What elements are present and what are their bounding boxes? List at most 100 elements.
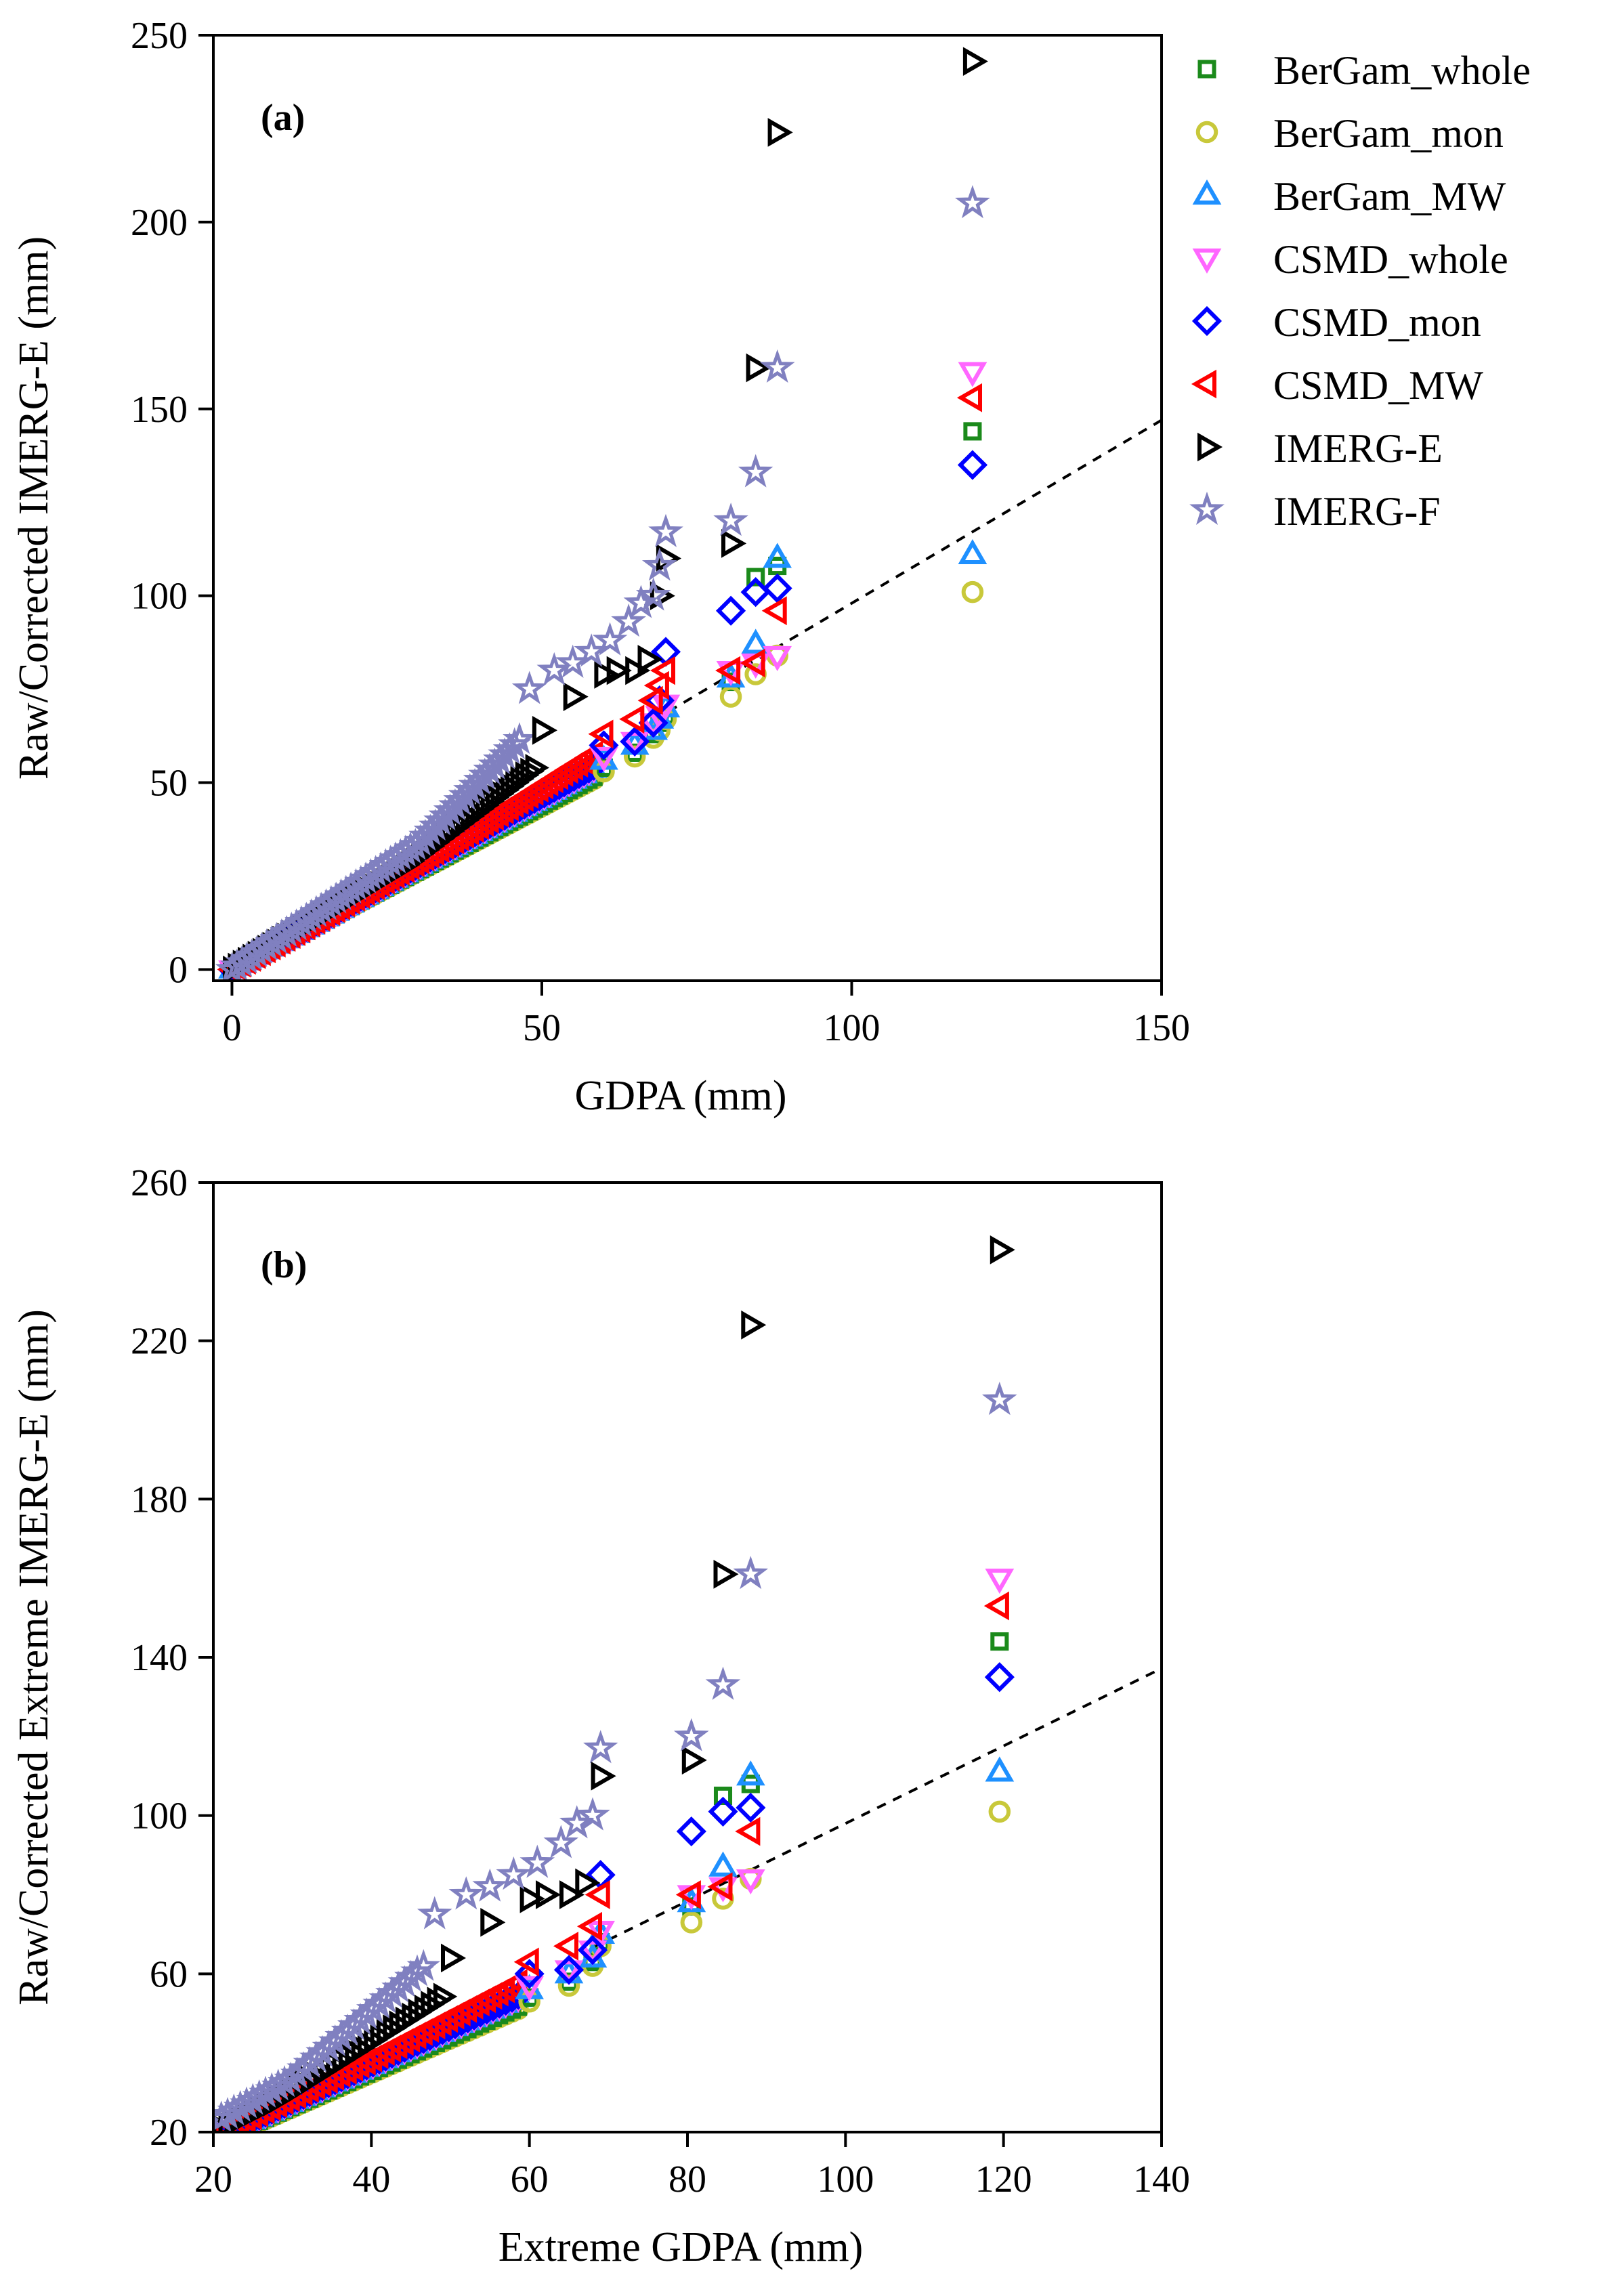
data-point-csmd_mw [588, 719, 614, 749]
data-point-bergam_mon [961, 580, 984, 603]
data-point-bergam_mw [985, 1756, 1015, 1782]
data-point-imerg_e [536, 1880, 561, 1909]
data-point-csmd_whole [985, 1569, 1015, 1594]
data-point-csmd_mw [761, 596, 787, 626]
data-point-csmd_mon [984, 1662, 1015, 1693]
cloud-point-imerg_f [406, 1949, 440, 1981]
data-point-imerg_e [990, 1235, 1015, 1264]
data-point-csmd_mw [553, 1932, 578, 1961]
panel-label: (a) [261, 97, 305, 139]
data-point-imerg_f [611, 603, 646, 637]
legend-marker-bergam_mw [1192, 179, 1222, 205]
data-point-imerg_e [713, 1560, 739, 1589]
y-tick-label: 0 [169, 949, 188, 991]
y-tick-label: 20 [150, 2112, 188, 2154]
legend-label-csmd_mw: CSMD_MW [1273, 363, 1483, 408]
data-point-bergam_whole [713, 1786, 733, 1805]
data-point-csmd_mw [637, 685, 663, 715]
data-point-csmd_mw [735, 1816, 761, 1846]
data-point-imerg_e [637, 645, 663, 674]
legend-marker-bergam_mon [1195, 121, 1218, 144]
data-point-imerg_e [594, 660, 620, 689]
data-point-bergam_mw [708, 1851, 738, 1877]
x-tick-label: 80 [668, 2159, 706, 2201]
legend-marker-csmd_mon [1191, 305, 1223, 337]
data-point-csmd_whole [554, 1960, 584, 1986]
data-point-bergam_mon [593, 760, 615, 783]
data-point-imerg_e [591, 1761, 616, 1791]
data-point-csmd_mon [553, 1955, 585, 1985]
data-point-csmd_mon [638, 708, 668, 738]
legend-label-csmd_mon: CSMD_mon [1273, 300, 1481, 345]
data-point-imerg_f [519, 1844, 555, 1878]
data-point-imerg_f [472, 1868, 508, 1902]
data-point-bergam_mw [736, 1760, 765, 1786]
data-point-bergam_mw [763, 543, 792, 568]
cloud-point-imerg_e [525, 754, 550, 782]
data-point-bergam_mon [719, 685, 742, 708]
legend-item-imerg_f: IMERG-F [1189, 489, 1441, 534]
data-point-imerg_f [511, 671, 547, 704]
data-point-imerg_e [532, 716, 558, 745]
data-point-bergam_mon [557, 1974, 580, 1997]
legend-label-bergam_mw: BerGam_MW [1273, 174, 1506, 219]
data-point-csmd_mw [983, 1591, 1009, 1621]
data-point-imerg_e [721, 529, 747, 558]
panel-label: (b) [261, 1244, 307, 1286]
data-point-imerg_f [759, 349, 795, 383]
data-point-imerg_f [575, 1797, 610, 1831]
data-point-csmd_mon [762, 573, 792, 603]
legend-label-imerg_f: IMERG-F [1273, 489, 1441, 534]
data-point-bergam_whole [990, 1632, 1009, 1651]
data-point-imerg_e [575, 1868, 601, 1898]
data-point-bergam_whole [746, 568, 765, 587]
reference-line [592, 1667, 1162, 1949]
data-point-csmd_whole [578, 1940, 608, 1966]
data-point-imerg_f [574, 633, 610, 667]
data-point-csmd_mon [957, 450, 988, 480]
data-point-imerg_f [733, 1556, 769, 1590]
data-point-bergam_mon [988, 1800, 1011, 1823]
data-point-csmd_mw [715, 656, 741, 685]
data-point-csmd_mon [577, 1935, 608, 1965]
data-point-imerg_e [606, 656, 632, 685]
data-point-imerg_f [705, 1666, 741, 1700]
legend-marker-imerg_e [1197, 432, 1223, 462]
data-point-bergam_mon [518, 1990, 540, 2013]
legend-marker-imerg_f [1189, 491, 1225, 525]
y-tick-label: 260 [131, 1162, 188, 1204]
data-point-csmd_whole [736, 1869, 765, 1895]
data-point-imerg_e [480, 1907, 506, 1937]
axes-frame [212, 1181, 1163, 2133]
legend-item-csmd_whole: CSMD_whole [1192, 237, 1508, 282]
data-point-imerg_f [713, 503, 748, 536]
data-point-imerg_f [496, 1856, 532, 1890]
legend-item-bergam_mw: BerGam_MW [1192, 174, 1506, 219]
legend-label-bergam_whole: BerGam_whole [1273, 48, 1531, 93]
data-point-imerg_e [962, 47, 988, 77]
data-point-bergam_whole [963, 422, 982, 441]
data-point-imerg_f [648, 513, 683, 547]
data-point-csmd_mw [650, 656, 675, 685]
legend-label-csmd_whole: CSMD_whole [1273, 237, 1508, 282]
panel-a: 0 50 100 150 0 50 100 150 200 250 GDPA (mm) Raw/Cor… [11, 15, 1190, 1119]
data-point-csmd_mw [513, 1947, 539, 1977]
legend-marker-csmd_whole [1192, 248, 1222, 274]
data-point-imerg_e [559, 1880, 585, 1909]
legend-label-bergam_mon: BerGam_mon [1273, 111, 1504, 156]
legend-item-csmd_mon: CSMD_mon [1191, 300, 1481, 345]
x-axis-label: Extreme GDPA (mm) [498, 2224, 863, 2270]
data-point-csmd_whole [763, 645, 792, 672]
y-tick-label: 200 [131, 202, 188, 244]
y-axis-label: Raw/Corrected IMERG-E (mm) [11, 236, 57, 780]
y-tick-label: 150 [131, 389, 188, 431]
data-point-csmd_mw [585, 1880, 610, 1909]
cloud-point-imerg_f [503, 722, 536, 754]
legend: BerGam_whole BerGam_mon BerGam_MW CSMD_whol… [1189, 48, 1531, 534]
y-tick-label: 140 [131, 1637, 188, 1679]
data-point-bergam_mon [623, 745, 646, 768]
data-point-csmd_mw [740, 648, 765, 678]
y-tick-label: 180 [131, 1479, 188, 1521]
data-point-csmd_mw [956, 383, 982, 412]
